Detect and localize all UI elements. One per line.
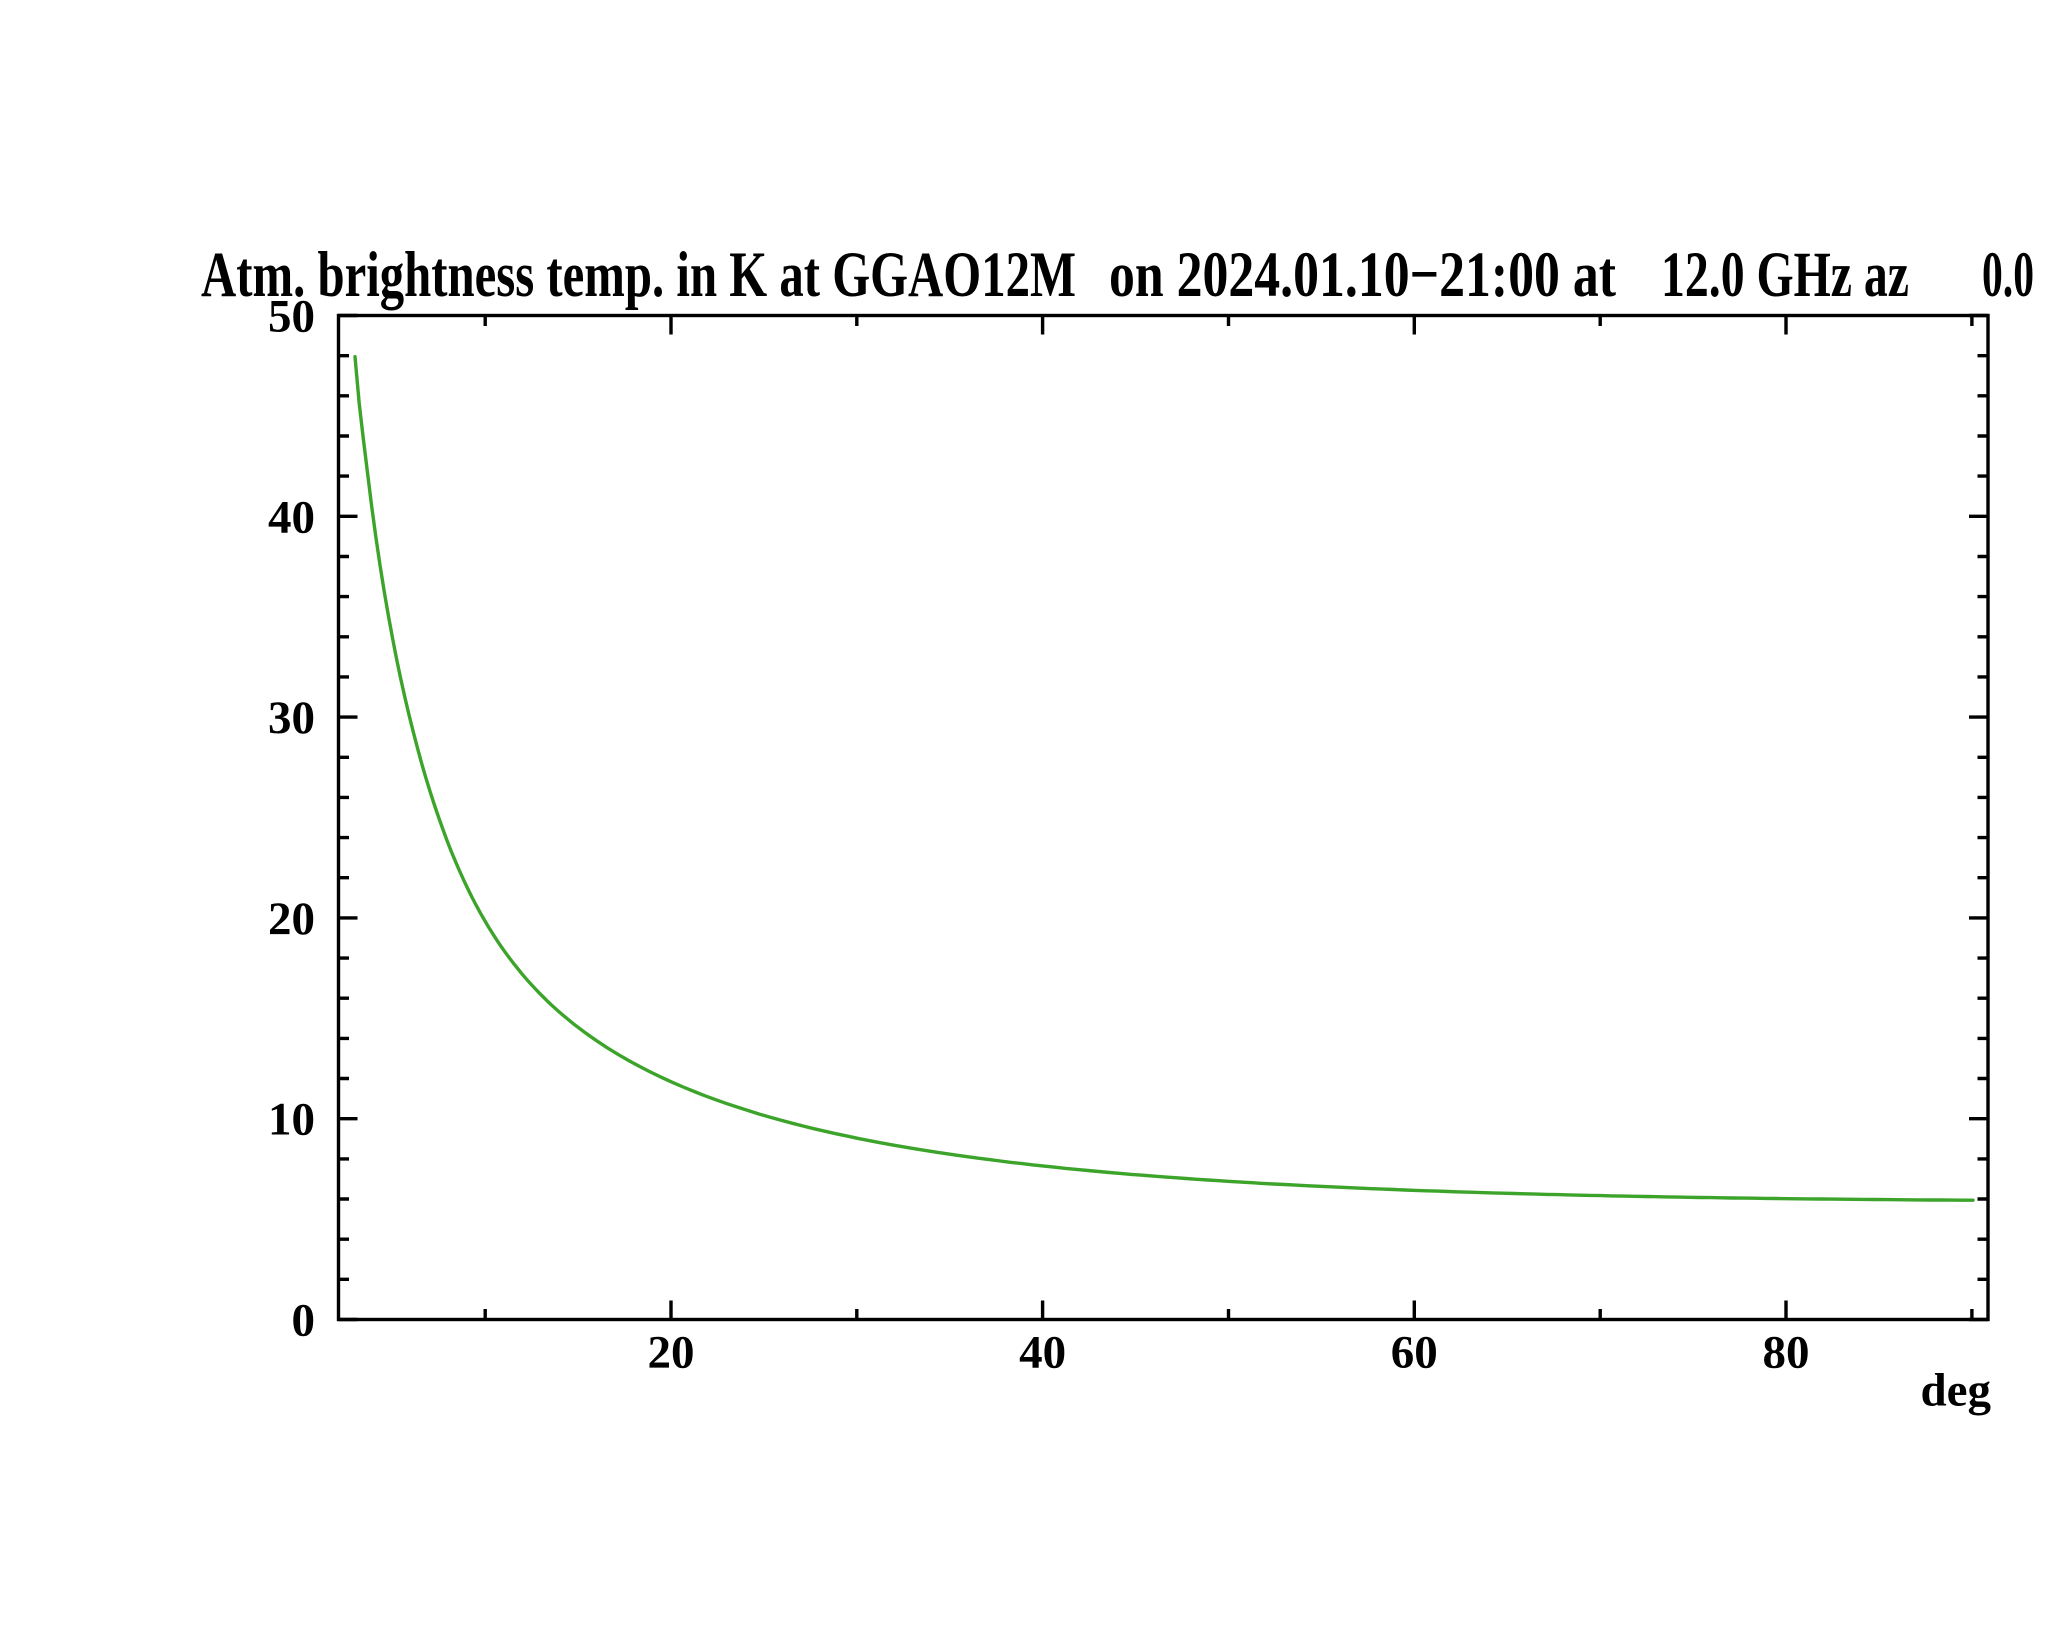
svg-text:40: 40 — [1019, 1327, 1066, 1379]
svg-text:20: 20 — [648, 1327, 695, 1379]
svg-text:deg: deg — [1921, 1365, 1992, 1417]
svg-text:50: 50 — [268, 291, 315, 343]
svg-text:80: 80 — [1763, 1327, 1810, 1379]
svg-text:Atm. brightness temp. in K at: Atm. brightness temp. in K at GGAO12M — [201, 239, 1076, 311]
svg-text:0: 0 — [292, 1295, 316, 1347]
svg-text:60: 60 — [1391, 1327, 1438, 1379]
svg-text:10: 10 — [268, 1094, 315, 1146]
svg-text:30: 30 — [268, 692, 315, 744]
svg-text:on 2024.01.10−21:00 at: on 2024.01.10−21:00 at — [1109, 239, 1616, 311]
svg-text:12.0 GHz az: 12.0 GHz az — [1661, 239, 1909, 311]
svg-text:40: 40 — [268, 491, 315, 543]
svg-text:20: 20 — [268, 893, 315, 945]
svg-text:0.0: 0.0 — [1982, 239, 2034, 311]
